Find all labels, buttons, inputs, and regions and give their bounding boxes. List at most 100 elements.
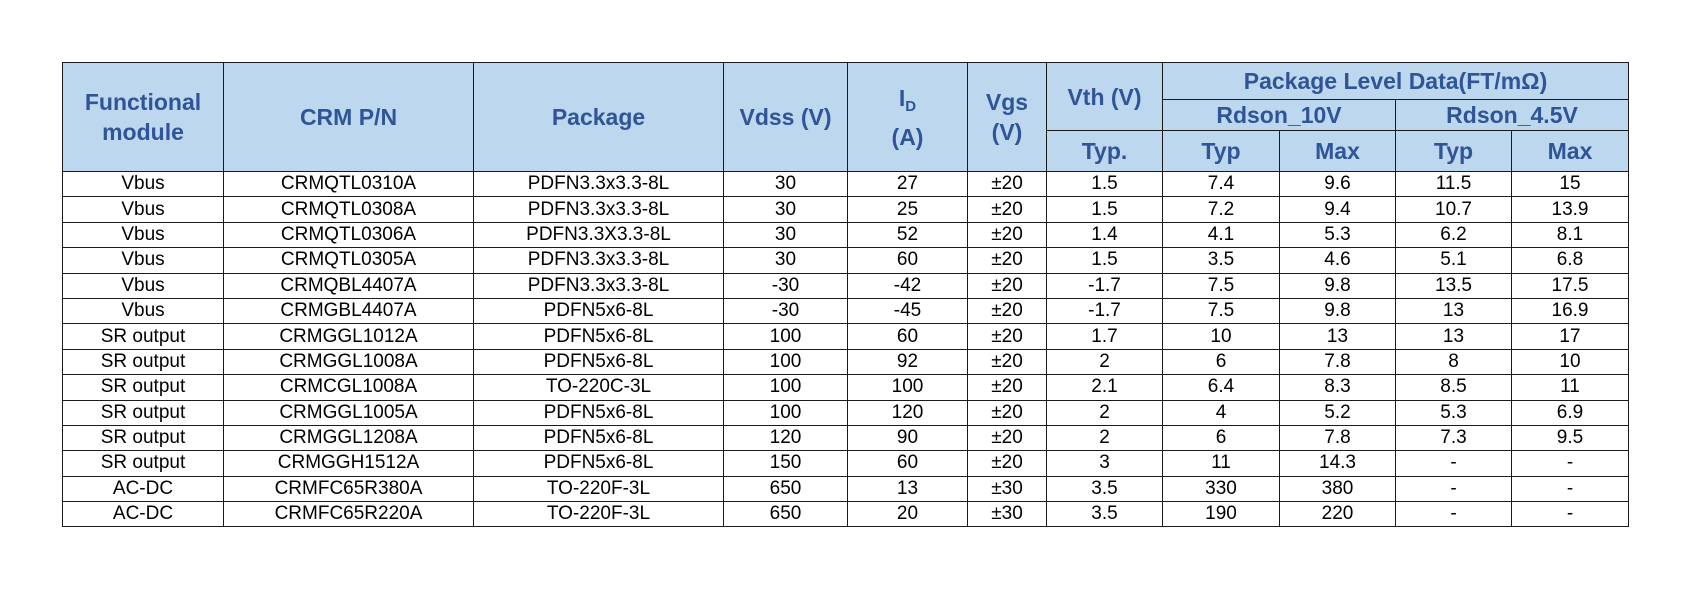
cell-package: PDFN5x6-8L (473, 297, 724, 325)
cell-vdss: -30 (723, 272, 848, 299)
header-vdss: Vdss (V) (723, 62, 848, 172)
header-vgs-label: Vgs (985, 89, 1029, 115)
cell-crm-pn: CRMGGL1012A (223, 323, 474, 350)
cell-rdson-10v-typ: 7.5 (1162, 272, 1280, 299)
cell-rdson-4-5v-max: - (1511, 475, 1629, 503)
cell-rdson-10v-typ: 3.5 (1162, 247, 1280, 274)
cell-vth-typ: 1.5 (1046, 170, 1163, 198)
table-row: AC-DC CRMFC65R380A TO-220F-3L 650 13 ±30 3.5 33… (62, 475, 1629, 503)
cell-vdss: 100 (723, 323, 848, 350)
cell-id: 60 (847, 247, 968, 274)
cell-crm-pn: CRMFC65R220A (223, 501, 474, 528)
cell-rdson-10v-max: 5.3 (1279, 221, 1396, 249)
cell-vdss: 30 (723, 170, 848, 198)
cell-rdson-10v-max: 9.6 (1279, 170, 1396, 198)
table-row: AC-DC CRMFC65R220A TO-220F-3L 650 20 ±30 3.5 19… (62, 501, 1629, 528)
cell-rdson-4-5v-max: 11 (1511, 374, 1629, 401)
cell-rdson-10v-typ: 10 (1162, 323, 1280, 350)
table-row: SR output CRMGGL1008A PDFN5x6-8L 100 92 ±20 2 6… (62, 348, 1629, 376)
cell-rdson-4-5v-max: 8.1 (1511, 221, 1629, 249)
cell-rdson-10v-typ: 11 (1162, 450, 1280, 477)
cell-functional-module: Vbus (62, 247, 224, 274)
cell-vgs: ±20 (967, 297, 1047, 325)
table-row: SR output CRMGGL1005A PDFN5x6-8L 100 120 ±20 2… (62, 399, 1629, 426)
header-vgs: Vgs (V) (967, 62, 1047, 172)
cell-vth-typ: 2 (1046, 399, 1163, 426)
cell-id: 60 (847, 450, 968, 477)
cell-rdson-10v-max: 14.3 (1279, 450, 1396, 477)
cell-rdson-10v-typ: 7.5 (1162, 297, 1280, 325)
table-row: Vbus CRMQTL0306A PDFN3.3X3.3-8L 30 52 ±20 1.4 4… (62, 221, 1629, 249)
table-row: SR output CRMGGL1208A PDFN5x6-8L 120 90 ±20 2 6… (62, 424, 1629, 452)
cell-crm-pn: CRMQTL0305A (223, 247, 474, 274)
table-row: SR output CRMGGL1012A PDFN5x6-8L 100 60 ±20 1.… (62, 323, 1629, 350)
cell-rdson-4-5v-max: 6.8 (1511, 247, 1629, 274)
cell-id: 92 (847, 348, 968, 376)
cell-vdss: 100 (723, 399, 848, 426)
cell-rdson-4-5v-max: 15 (1511, 170, 1629, 198)
cell-rdson-4-5v-max: - (1511, 450, 1629, 477)
cell-rdson-4-5v-typ: 10.7 (1395, 196, 1512, 223)
cell-rdson-10v-typ: 190 (1162, 501, 1280, 528)
cell-vdss: 650 (723, 501, 848, 528)
cell-vth-typ: 1.5 (1046, 247, 1163, 274)
cell-rdson-4-5v-typ: - (1395, 501, 1512, 528)
cell-rdson-4-5v-max: 9.5 (1511, 424, 1629, 452)
cell-id: 27 (847, 170, 968, 198)
cell-rdson-4-5v-max: 17.5 (1511, 272, 1629, 299)
cell-vth-typ: -1.7 (1046, 297, 1163, 325)
cell-vth-typ: 3.5 (1046, 475, 1163, 503)
cell-functional-module: AC-DC (62, 475, 224, 503)
cell-vgs: ±20 (967, 399, 1047, 426)
header-vth: Vth (V) (1046, 62, 1163, 131)
cell-rdson-10v-typ: 6 (1162, 424, 1280, 452)
cell-id: 120 (847, 399, 968, 426)
cell-vth-typ: 2 (1046, 424, 1163, 452)
table-row: Vbus CRMQTL0310A PDFN3.3x3.3-8L 30 27 ±20 1.5 7… (62, 170, 1629, 198)
cell-vgs: ±20 (967, 374, 1047, 401)
cell-rdson-10v-max: 380 (1279, 475, 1396, 503)
cell-functional-module: SR output (62, 399, 224, 426)
cell-vth-typ: 1.7 (1046, 323, 1163, 350)
cell-vgs: ±30 (967, 501, 1047, 528)
cell-vth-typ: 3 (1046, 450, 1163, 477)
cell-rdson-4-5v-typ: 8.5 (1395, 374, 1512, 401)
cell-vdss: 150 (723, 450, 848, 477)
cell-rdson-4-5v-max: 13.9 (1511, 196, 1629, 223)
cell-vdss: 30 (723, 196, 848, 223)
cell-rdson-10v-typ: 330 (1162, 475, 1280, 503)
header-rdson-4-5v: Rdson_4.5V (1395, 99, 1629, 131)
cell-vgs: ±20 (967, 272, 1047, 299)
cell-crm-pn: CRMQBL4407A (223, 272, 474, 299)
cell-rdson-4-5v-typ: 5.3 (1395, 399, 1512, 426)
header-rdson-4-5v-typ: Typ (1395, 130, 1512, 172)
cell-vth-typ: 3.5 (1046, 501, 1163, 528)
cell-vdss: 100 (723, 348, 848, 376)
cell-functional-module: Vbus (62, 272, 224, 299)
cell-rdson-4-5v-max: 17 (1511, 323, 1629, 350)
cell-rdson-10v-max: 7.8 (1279, 348, 1396, 376)
cell-vdss: -30 (723, 297, 848, 325)
cell-vdss: 100 (723, 374, 848, 401)
cell-package: PDFN3.3x3.3-8L (473, 272, 724, 299)
cell-vdss: 30 (723, 221, 848, 249)
header-package: Package (473, 62, 724, 172)
cell-vgs: ±20 (967, 424, 1047, 452)
cell-crm-pn: CRMQTL0308A (223, 196, 474, 223)
cell-crm-pn: CRMGGL1005A (223, 399, 474, 426)
cell-package: PDFN5x6-8L (473, 323, 724, 350)
cell-rdson-10v-typ: 6.4 (1162, 374, 1280, 401)
header-vgs-unit: (V) (991, 119, 1023, 145)
table-row: Vbus CRMQTL0308A PDFN3.3x3.3-8L 30 25 ±20 1.5 7… (62, 196, 1629, 223)
table-body: Vbus CRMQTL0310A PDFN3.3x3.3-8L 30 27 ±20 1.5 7… (62, 170, 1629, 528)
cell-vgs: ±20 (967, 450, 1047, 477)
cell-rdson-10v-max: 220 (1279, 501, 1396, 528)
header-functional-module: Functional module (62, 62, 224, 172)
cell-rdson-10v-max: 9.8 (1279, 272, 1396, 299)
cell-package: PDFN3.3X3.3-8L (473, 221, 724, 249)
cell-vgs: ±20 (967, 196, 1047, 223)
cell-vth-typ: -1.7 (1046, 272, 1163, 299)
cell-rdson-4-5v-max: 16.9 (1511, 297, 1629, 325)
cell-vgs: ±20 (967, 348, 1047, 376)
cell-id: 90 (847, 424, 968, 452)
